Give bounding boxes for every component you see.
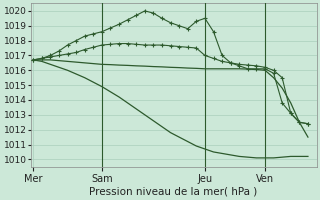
- X-axis label: Pression niveau de la mer( hPa ): Pression niveau de la mer( hPa ): [90, 187, 258, 197]
